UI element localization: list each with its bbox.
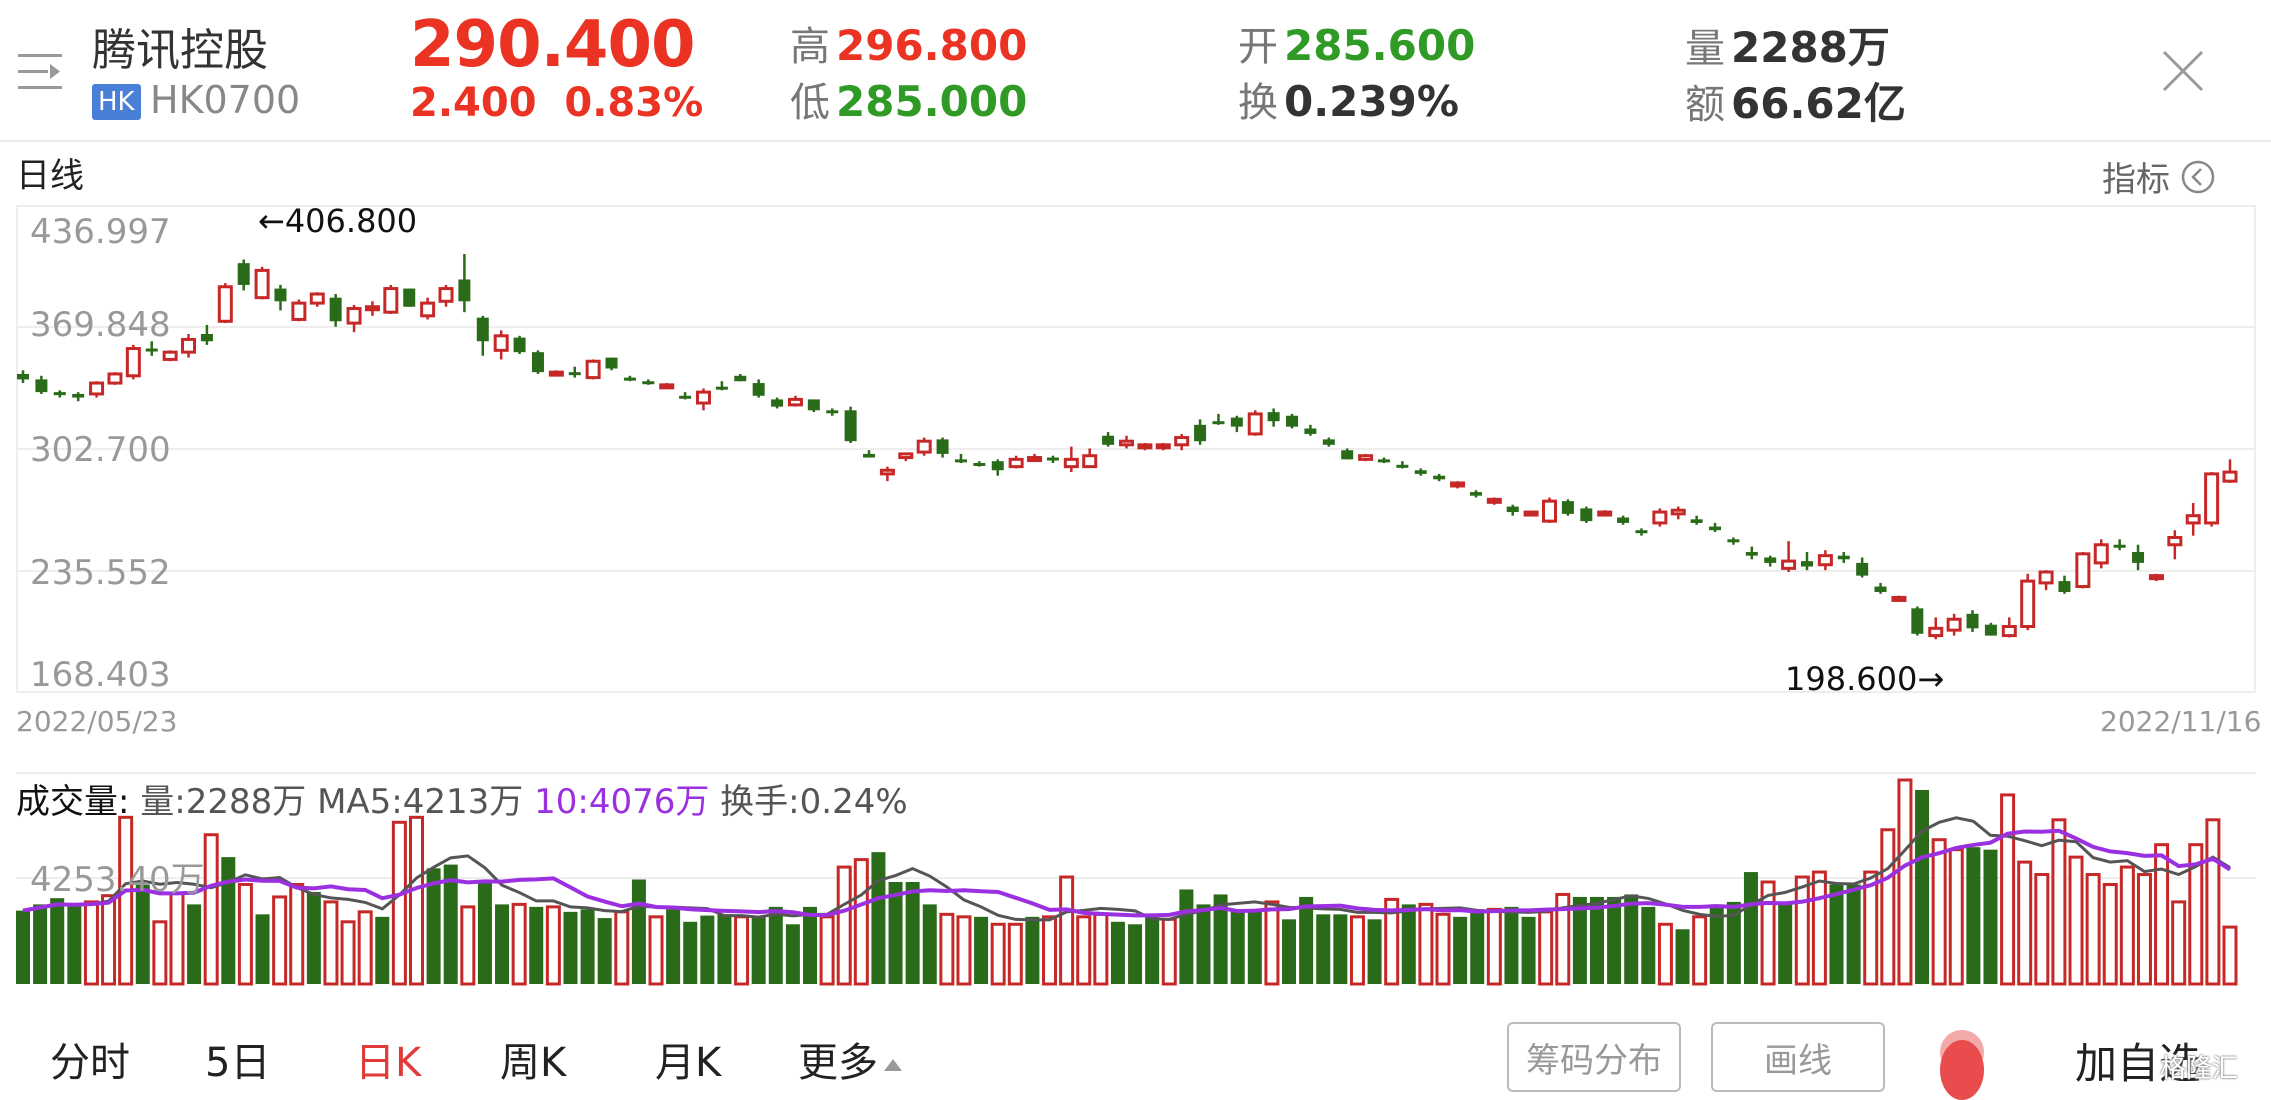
menu-icon[interactable]	[18, 52, 68, 92]
low-annotation: 198.600→	[1785, 660, 1945, 698]
y-tick-label: 235.552	[30, 553, 171, 593]
period-title: 日线	[16, 156, 84, 196]
high-annotation: ←406.800	[258, 202, 418, 240]
stat-volume: 量 2288万	[1685, 23, 1890, 72]
tab-5day[interactable]: 5日	[205, 1040, 271, 1086]
stat-low: 低 285.000	[790, 77, 1028, 126]
draw-line-button[interactable]: 画线	[1711, 1022, 1885, 1092]
y-tick-label: 436.997	[30, 212, 171, 252]
change-value: 2.400	[410, 80, 537, 126]
volume-legend: 成交量: 量:2288万 MA5:4213万 10:4076万 换手:0.24%	[16, 782, 908, 822]
indicator-button[interactable]: 指标	[2102, 152, 2216, 201]
indicator-label: 指标	[2102, 160, 2170, 200]
watermark-logo: 格隆汇	[2160, 1054, 2239, 1084]
last-price: 290.400	[410, 8, 695, 82]
tab-more[interactable]: 更多	[798, 1030, 902, 1088]
price-change: 2.400 0.83%	[410, 80, 703, 126]
stock-name: 腾讯控股	[92, 25, 268, 76]
add-watchlist-button[interactable]: 加自选	[2075, 1039, 2202, 1088]
tab-daily-k[interactable]: 日K	[355, 1040, 422, 1086]
close-icon[interactable]	[2160, 48, 2206, 94]
stat-turnover: 换 0.239%	[1238, 77, 1459, 126]
volume-chart[interactable]	[16, 772, 2256, 986]
tab-intraday[interactable]: 分时	[50, 1040, 130, 1086]
caret-up-icon	[884, 1059, 902, 1071]
chip-distribution-button[interactable]: 筹码分布	[1507, 1022, 1681, 1092]
tab-weekly-k[interactable]: 周K	[500, 1040, 567, 1086]
stat-high: 高 296.800	[790, 21, 1028, 70]
y-tick-label: 302.700	[30, 430, 171, 470]
y-tick-label: 168.403	[30, 655, 171, 695]
start-date: 2022/05/23	[16, 705, 178, 738]
tab-monthly-k[interactable]: 月K	[655, 1040, 722, 1086]
volume-axis-label: 4253.40万	[30, 860, 205, 900]
chevron-left-circle-icon	[2181, 160, 2215, 193]
end-date: 2022/11/16	[2100, 705, 2262, 738]
y-tick-label: 369.848	[30, 305, 171, 345]
record-dot-icon[interactable]	[1940, 1040, 1984, 1100]
stock-code: HK0700	[150, 78, 301, 122]
change-percent: 0.83%	[564, 80, 704, 126]
stat-open: 开 285.600	[1238, 21, 1476, 70]
stat-amount: 额 66.62亿	[1685, 79, 1906, 128]
quote-header: 腾讯控股 HK HK0700 290.400 2.400 0.83% 高 296.…	[0, 0, 2271, 142]
market-badge: HK	[92, 84, 141, 120]
